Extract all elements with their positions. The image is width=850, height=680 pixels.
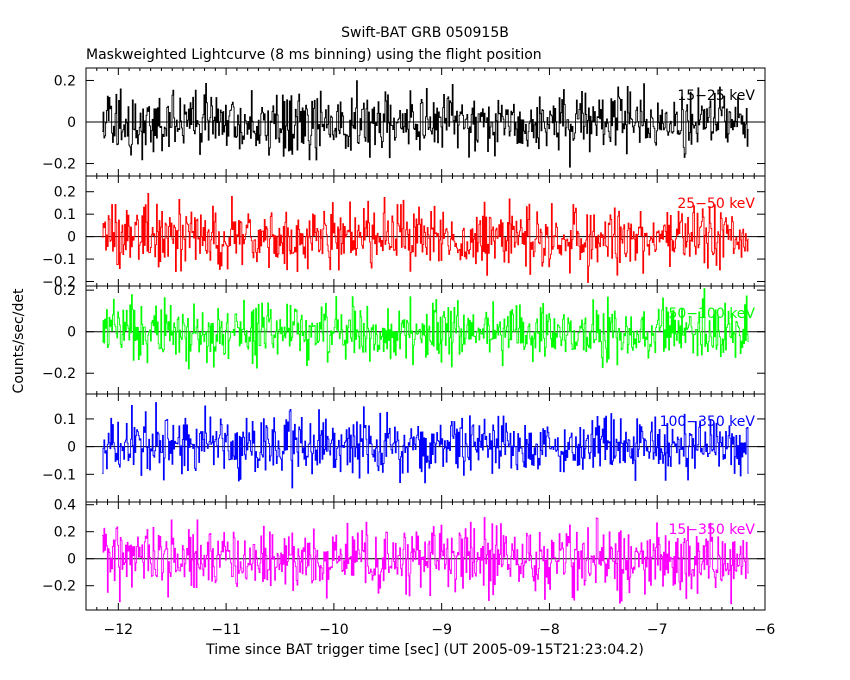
y-tick-label: 0 xyxy=(67,440,76,456)
chart-title: Swift-BAT GRB 050915B xyxy=(341,25,509,41)
y-tick-label: −0.2 xyxy=(42,366,76,382)
x-tick-label: −8 xyxy=(539,622,560,638)
y-tick-label: 0.2 xyxy=(54,185,76,201)
y-tick-label: 0.1 xyxy=(54,412,76,428)
x-axis-label: Time since BAT trigger time [sec] (UT 20… xyxy=(205,642,644,658)
panel-1: −0.2 0 0.2 15−25 keV xyxy=(42,67,766,177)
y-tick-label: 0.1 xyxy=(54,207,76,223)
x-axis-ticks: −12 −11 −10 −9 −8 −7 −6 xyxy=(104,622,776,638)
x-tick-label: −6 xyxy=(755,622,776,638)
panel-4: −0.1 0 0.1 100−350 keV xyxy=(42,393,766,503)
series-line-2 xyxy=(102,193,749,283)
chart-subtitle: Maskweighted Lightcurve (8 ms binning) u… xyxy=(86,47,542,63)
x-tick-label: −10 xyxy=(319,622,349,638)
y-tick-label: −0.2 xyxy=(42,275,76,291)
x-tick-label: −12 xyxy=(104,622,134,638)
band-label-4: 100−350 keV xyxy=(660,414,756,430)
y-axis-label: Counts/sec/det xyxy=(11,288,27,393)
y-tick-label: 0 xyxy=(67,325,76,341)
series-line-1 xyxy=(102,80,749,168)
y-tick-label: −0.1 xyxy=(42,467,76,483)
band-label-2: 25−50 keV xyxy=(677,196,755,212)
panel-2: −0.2 −0.1 0 0.1 0.2 25−50 keV xyxy=(42,175,766,291)
series-line-4 xyxy=(102,402,749,489)
x-tick-label: −7 xyxy=(647,622,668,638)
band-label-5: 15−350 keV xyxy=(668,522,755,538)
panels: −0.2 0 0.2 15−25 keV −0.2 −0.1 0 0.1 0.2 25−50 ke… xyxy=(42,67,766,611)
series-line-5 xyxy=(102,517,749,605)
band-label-1: 15−25 keV xyxy=(677,88,755,104)
y-tick-label: −0.1 xyxy=(42,252,76,268)
y-tick-label: 0.4 xyxy=(54,498,76,514)
y-tick-label: 0 xyxy=(67,115,76,131)
x-tick-label: −9 xyxy=(431,622,452,638)
panel-5: −0.2 0 0.2 0.4 15−350 keV xyxy=(42,498,766,611)
y-tick-label: 0 xyxy=(67,230,76,246)
panel-3: −0.2 0 0.2 50−100 keV xyxy=(42,283,766,395)
y-tick-label: 0.2 xyxy=(54,525,76,541)
y-tick-label: −0.2 xyxy=(42,157,76,173)
y-tick-label: −0.2 xyxy=(42,579,76,595)
band-label-3: 50−100 keV xyxy=(668,306,755,322)
x-tick-label: −11 xyxy=(211,622,241,638)
y-tick-label: 0 xyxy=(67,552,76,568)
y-tick-label: 0.2 xyxy=(54,73,76,89)
y-tick-label: 0.2 xyxy=(54,283,76,299)
panel-frame xyxy=(85,501,766,611)
series-line-3 xyxy=(102,288,749,370)
